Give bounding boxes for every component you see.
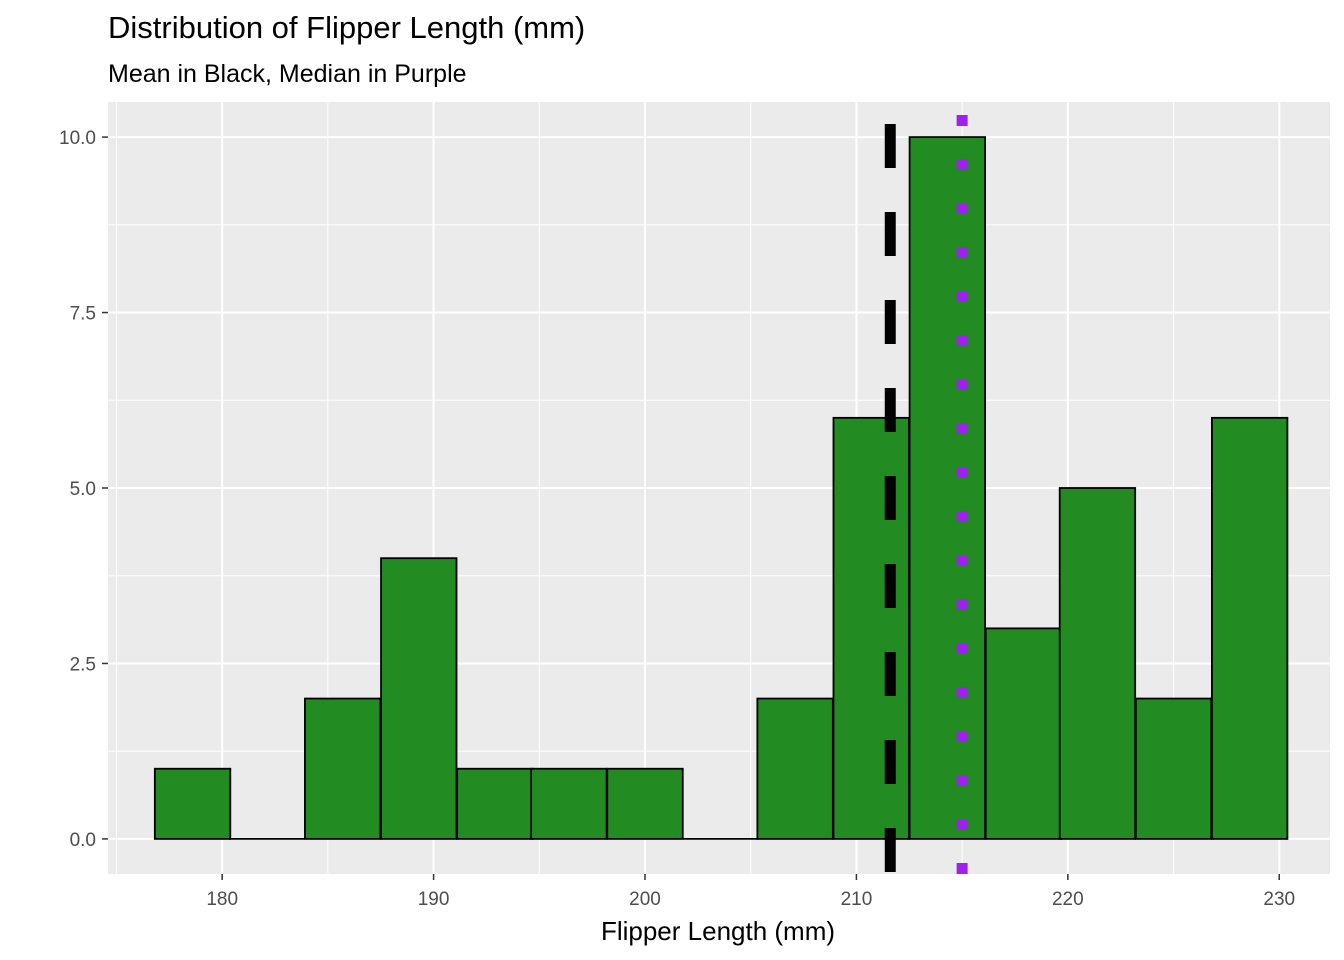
histogram-bar-4: [381, 558, 456, 839]
x-tick-label: 210: [841, 889, 873, 910]
histogram-bar-6: [531, 769, 606, 839]
y-tick-label: 5.0: [70, 479, 96, 500]
x-tick-label: 230: [1263, 889, 1295, 910]
x-axis-title: Flipper Length (mm): [601, 916, 835, 946]
histogram-bar-9: [757, 699, 832, 839]
y-tick-label: 7.5: [70, 304, 96, 325]
x-tick-label: 200: [629, 889, 661, 910]
histogram-bar-15: [1212, 418, 1287, 839]
histogram-bar-12: [986, 628, 1061, 839]
y-tick-label: 10.0: [59, 128, 96, 149]
histogram-bar-13: [1060, 488, 1135, 839]
histogram-bar-3: [305, 699, 380, 839]
x-tick-label: 220: [1052, 889, 1084, 910]
histogram-bar-5: [457, 769, 532, 839]
histogram-bar-1: [155, 769, 230, 839]
x-tick-label: 190: [418, 889, 450, 910]
y-tick-label: 0.0: [70, 830, 96, 851]
histogram-bar-7: [607, 769, 682, 839]
x-tick-label: 180: [206, 889, 238, 910]
histogram-bar-14: [1136, 699, 1211, 839]
histogram-bar-11: [910, 137, 985, 839]
histogram-bar-10: [833, 418, 908, 839]
y-tick-label: 2.5: [70, 654, 96, 675]
